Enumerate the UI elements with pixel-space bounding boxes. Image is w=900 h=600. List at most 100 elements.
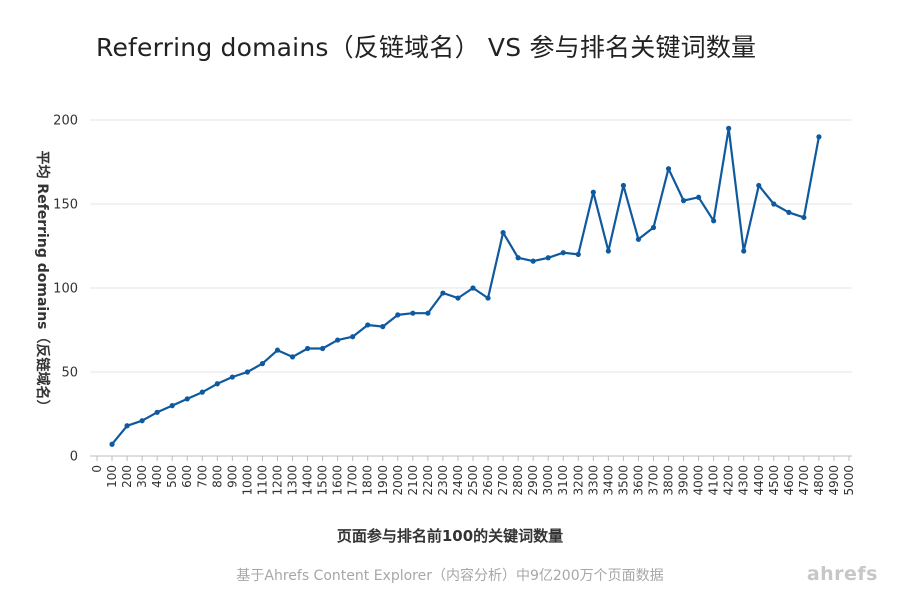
x-tick-label: 2200 [421, 465, 435, 496]
data-point [440, 290, 446, 296]
data-point [605, 248, 611, 254]
x-tick-label: 1600 [331, 465, 345, 496]
data-point [801, 214, 807, 221]
data-point [560, 250, 566, 256]
chart-title: Referring domains（反链域名） VS 参与排名关键词数量 [96, 33, 757, 62]
grid-lines [90, 119, 852, 373]
x-tick-label: 500 [165, 465, 179, 488]
x-tick-label: 4900 [827, 465, 841, 496]
data-point [726, 125, 732, 131]
data-point [696, 194, 702, 200]
y-axis-ticks: 0 50 100 150 200 [53, 114, 78, 465]
x-tick-label: 1300 [286, 465, 300, 496]
x-tick-label: 4200 [722, 465, 736, 496]
data-point [500, 229, 506, 236]
data-point [756, 182, 762, 189]
x-tick-label: 4600 [782, 465, 796, 496]
data-point [169, 403, 175, 409]
y-tick-label: 0 [70, 450, 78, 465]
data-point [289, 354, 296, 360]
x-tick-label: 2100 [406, 465, 420, 496]
y-tick-label: 100 [53, 282, 78, 297]
data-point [380, 324, 386, 330]
data-point [650, 224, 657, 231]
x-tick-label: 3400 [601, 465, 615, 496]
data-point [139, 418, 145, 424]
data-point [530, 258, 536, 264]
x-tick-label: 4700 [797, 465, 811, 496]
x-tick-label: 1200 [270, 465, 284, 496]
x-tick-label: 3500 [616, 465, 630, 496]
data-point [304, 345, 311, 352]
data-point [184, 396, 190, 402]
x-tick-label: 4000 [692, 465, 706, 496]
data-point [335, 337, 341, 343]
x-tick-label: 2900 [526, 465, 540, 496]
x-tick-label: 2500 [466, 465, 480, 496]
data-point [214, 381, 220, 387]
x-tick-label: 3800 [662, 465, 676, 496]
x-tick-label: 3000 [541, 465, 555, 496]
y-tick-label: 50 [61, 366, 78, 381]
data-point [259, 361, 266, 367]
data-point [455, 295, 461, 301]
x-tick-label: 2000 [391, 465, 405, 496]
data-point [199, 389, 205, 395]
x-tick-label: 4300 [737, 465, 751, 496]
data-point [620, 182, 627, 189]
data-point [365, 322, 371, 328]
x-axis-ticks: 0 100 200 300 400 500 600 700 800 900 1000 1100 1200… [90, 456, 856, 496]
data-point [320, 345, 326, 352]
x-tick-label: 1400 [301, 465, 315, 496]
data-point [109, 441, 115, 447]
x-tick-label: 2800 [511, 465, 525, 496]
x-tick-label: 4500 [767, 465, 781, 496]
data-point [485, 295, 491, 301]
data-point [590, 189, 596, 195]
x-tick-label: 4400 [752, 465, 766, 496]
data-point [154, 409, 160, 415]
y-tick-label: 200 [53, 114, 78, 129]
data-point [771, 201, 777, 207]
x-tick-label: 0 [90, 465, 104, 473]
x-tick-label: 4100 [707, 465, 721, 496]
data-point [425, 310, 431, 316]
data-point [575, 251, 581, 257]
x-tick-label: 1500 [316, 465, 330, 496]
data-point [274, 347, 281, 353]
series-line [111, 127, 820, 445]
x-tick-label: 700 [195, 465, 209, 488]
data-point [635, 236, 642, 242]
data-point [470, 285, 476, 291]
x-tick-label: 3900 [677, 465, 691, 496]
y-axis-label: 平均 Referring domains（反链域名） [34, 151, 51, 414]
x-tick-label: 3300 [586, 465, 600, 496]
footer-note: 基于Ahrefs Content Explorer（内容分析）中9亿200万个页… [236, 568, 664, 584]
x-tick-label: 600 [180, 465, 194, 488]
x-tick-label: 900 [225, 465, 239, 488]
x-tick-label: 2400 [451, 465, 465, 496]
x-tick-label: 2300 [436, 465, 450, 496]
data-point [741, 248, 747, 254]
data-point [244, 369, 250, 375]
data-point [545, 255, 551, 261]
data-point [124, 423, 130, 429]
data-point [395, 312, 401, 318]
data-point [786, 209, 792, 215]
x-tick-label: 800 [210, 465, 224, 488]
data-points [109, 125, 822, 447]
data-point [350, 334, 356, 340]
x-tick-label: 300 [135, 465, 149, 488]
data-point [665, 166, 672, 172]
x-tick-label: 1800 [361, 465, 375, 496]
y-tick-label: 150 [53, 198, 78, 213]
data-point [410, 310, 416, 316]
x-tick-label: 5000 [842, 465, 856, 496]
x-axis-label: 页面参与排名前100的关键词数量 [337, 527, 563, 545]
x-tick-label: 2700 [496, 465, 510, 496]
x-tick-label: 1000 [240, 465, 254, 496]
data-point [229, 374, 235, 380]
x-tick-label: 4800 [812, 465, 826, 496]
x-tick-label: 3100 [556, 465, 570, 496]
